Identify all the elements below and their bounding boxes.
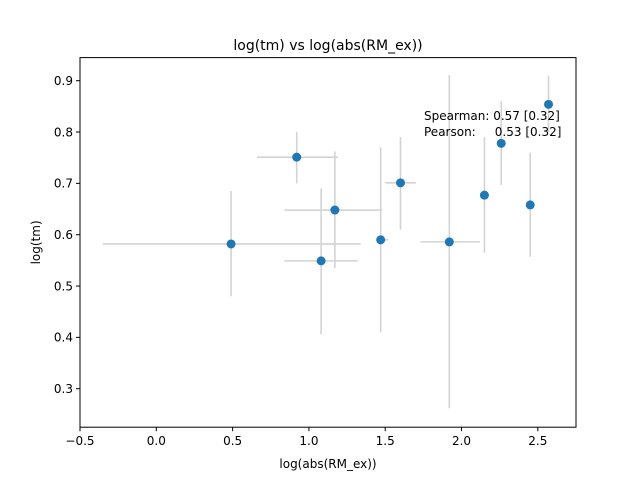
x-axis: −0.5 0.0 0.5 1.0 1.5 2.0 2.5 [65,427,547,448]
data-point-0 [226,239,236,249]
annotation-spearman: Spearman: 0.57 [0.32] [424,109,560,123]
data-point-2 [316,256,326,266]
x-tick-label-6: 2.5 [528,434,547,448]
data-point-3 [330,205,340,215]
y-axis-label: log(tm) [29,220,43,264]
y-tick-label-3: 0.6 [54,228,73,242]
x-tick-label-4: 1.5 [376,434,395,448]
x-tick-label-1: 0.0 [147,434,166,448]
data-point-9 [525,200,535,210]
data-point-5 [395,178,405,188]
chart-title: log(tm) vs log(abs(RM_ex)) [233,38,422,54]
x-tick-label-2: 0.5 [223,434,242,448]
point-layer [226,99,554,266]
x-tick-label-5: 2.0 [452,434,471,448]
y-axis: 0.3 0.4 0.5 0.6 0.7 0.8 0.9 [54,74,80,396]
data-point-1 [292,152,302,162]
x-axis-label: log(abs(RM_ex)) [279,457,376,471]
data-point-7 [479,190,489,200]
plot-frame [79,57,577,428]
annotation-pearson: Pearson: 0.53 [0.32] [424,125,561,139]
y-tick-label-0: 0.3 [54,382,73,396]
data-point-4 [376,235,386,245]
y-tick-label-4: 0.7 [54,177,73,191]
y-tick-label-1: 0.4 [54,331,73,345]
data-point-8 [496,138,506,148]
data-point-6 [444,237,454,247]
y-tick-label-2: 0.5 [54,279,73,293]
y-tick-label-6: 0.9 [54,74,73,88]
data-point-10 [544,99,554,109]
x-tick-label-3: 1.0 [299,434,318,448]
x-tick-label-0: −0.5 [65,434,94,448]
y-tick-label-5: 0.8 [54,125,73,139]
